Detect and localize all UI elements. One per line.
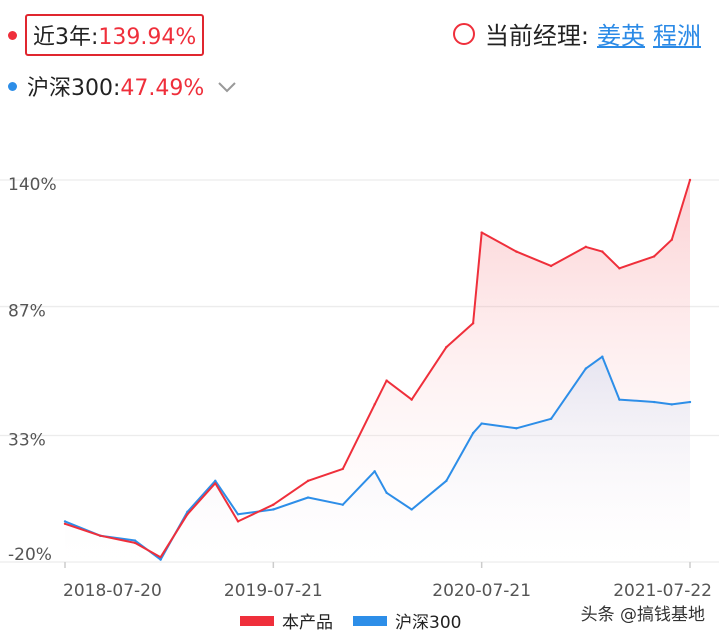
fund-return-box: 近3年: 139.94% xyxy=(25,14,205,56)
benchmark-data-point xyxy=(471,431,475,435)
legend-item-fund[interactable]: 本产品 xyxy=(240,608,333,633)
legend-swatch-benchmark xyxy=(353,615,387,626)
benchmark-data-point xyxy=(652,400,656,404)
y-tick-label: -20% xyxy=(8,545,52,565)
benchmark-data-point xyxy=(549,417,553,420)
benchmark-data-point xyxy=(480,422,483,425)
fund-return-row: 近3年: 139.94% xyxy=(8,14,205,56)
y-tick-label: 140% xyxy=(8,175,57,195)
benchmark-data-point xyxy=(159,558,162,561)
legend-label-benchmark: 沪深300 xyxy=(395,613,462,633)
y-tick-label: 33% xyxy=(8,430,46,450)
benchmark-data-point xyxy=(272,508,275,511)
legend-label-fund: 本产品 xyxy=(282,613,333,633)
x-tick-label: 2018-07-20 xyxy=(63,581,162,600)
benchmark-return-value: 47.49% xyxy=(120,76,205,101)
benchmark-return-row[interactable]: 沪深300: 47.49% xyxy=(8,70,238,102)
benchmark-data-point xyxy=(373,470,376,473)
fund-dot xyxy=(8,30,17,40)
return-chart: 140% 87% 33% -20% 2018-07-20 2019-07-21 2020-… xyxy=(0,175,719,600)
fund-return-label: 近3年: xyxy=(33,25,99,50)
benchmark-data-point xyxy=(445,479,448,483)
benchmark-data-point xyxy=(133,539,137,542)
benchmark-return: 沪深300: 47.49% xyxy=(27,70,204,102)
benchmark-area xyxy=(65,356,690,562)
benchmark-data-point xyxy=(584,367,588,370)
chevron-down-icon[interactable] xyxy=(216,80,238,94)
benchmark-return-label: 沪深300: xyxy=(27,76,121,101)
current-manager: 当前经理: 姜英 程洲 xyxy=(452,16,701,51)
x-tick-label: 2021-07-22 xyxy=(613,581,712,600)
manager-label: 当前经理: xyxy=(484,22,589,50)
radio-circle-icon xyxy=(452,22,475,45)
benchmark-data-point xyxy=(688,400,692,404)
benchmark-data-point xyxy=(306,496,310,499)
benchmark-data-point xyxy=(236,513,240,516)
benchmark-data-point xyxy=(601,355,604,358)
x-tick-label: 2019-07-21 xyxy=(224,581,323,600)
watermark: 头条 @搞钱基地 xyxy=(580,605,705,625)
benchmark-dot xyxy=(8,81,17,91)
benchmark-data-point xyxy=(341,503,344,506)
benchmark-data-point xyxy=(670,403,673,406)
benchmark-data-point xyxy=(618,398,621,401)
manager-link-cheng[interactable]: 程洲 xyxy=(653,22,701,50)
legend-item-benchmark[interactable]: 沪深300 xyxy=(353,608,461,633)
benchmark-data-point xyxy=(385,491,388,494)
x-tick-label: 2020-07-21 xyxy=(432,581,531,600)
chart-legend: 本产品 沪深300 xyxy=(240,608,481,633)
fund-return-value: 139.94% xyxy=(98,25,197,50)
benchmark-data-point xyxy=(410,508,413,511)
manager-link-jiang[interactable]: 姜英 xyxy=(597,22,645,50)
benchmark-data-point xyxy=(515,427,518,430)
fund-series-line xyxy=(64,179,691,559)
y-tick-label: 87% xyxy=(8,302,46,322)
benchmark-data-point xyxy=(214,479,217,483)
benchmark-data-point xyxy=(63,520,67,523)
legend-swatch-fund xyxy=(240,615,274,626)
